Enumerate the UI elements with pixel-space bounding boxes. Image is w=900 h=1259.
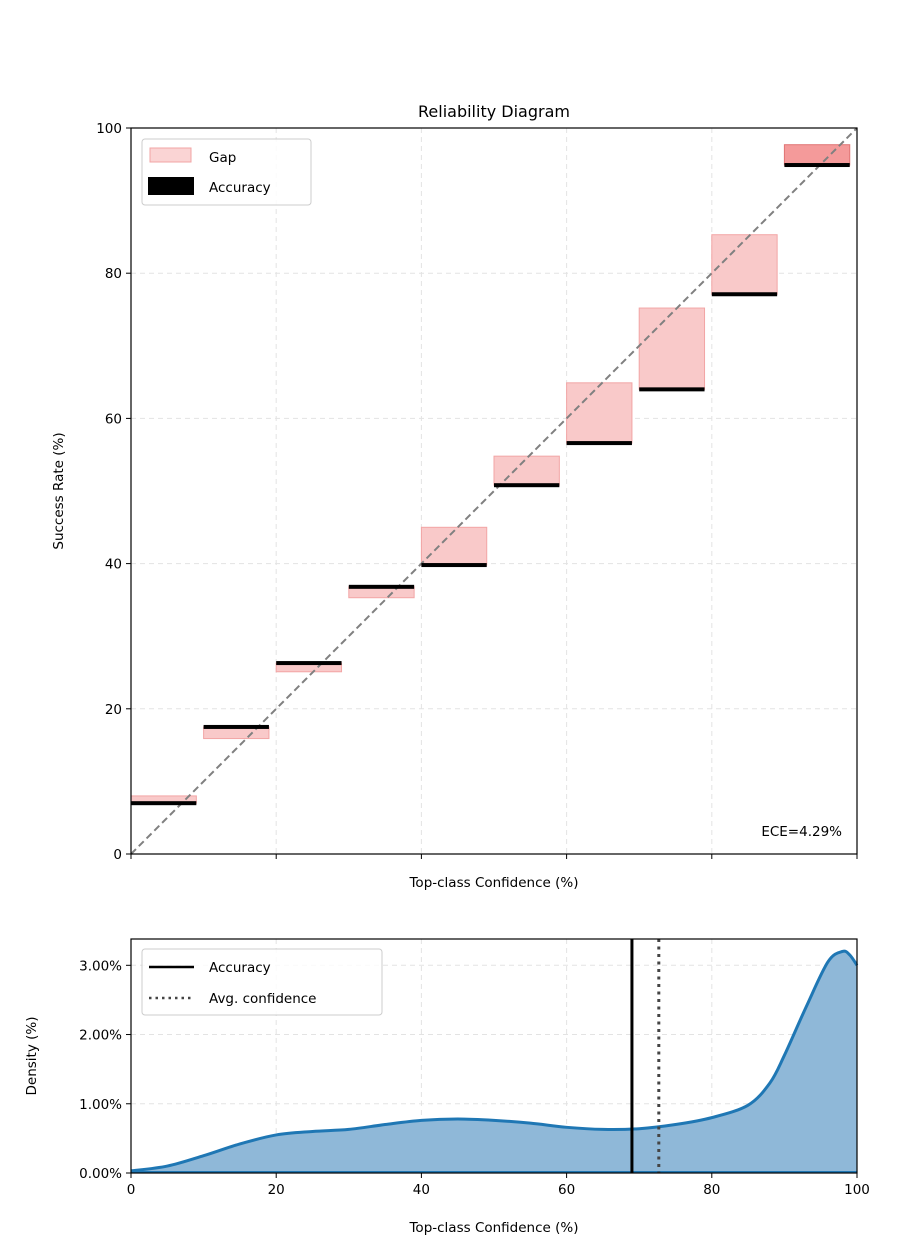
accuracy-bar	[203, 724, 269, 729]
x-tick-label: 40	[413, 1182, 430, 1198]
gap-bar	[566, 382, 633, 444]
x-tick-label: 80	[703, 1182, 720, 1198]
legend-gap-swatch	[149, 147, 192, 163]
gap-bar	[783, 144, 851, 166]
gap-bar	[711, 234, 778, 295]
y-tick-label: 3.00%	[79, 958, 122, 974]
accuracy-bar	[639, 387, 705, 392]
y-tick-label: 0	[113, 847, 122, 863]
accuracy-bar	[784, 163, 850, 168]
bottom-x-axis-label: Top-class Confidence (%)	[408, 1220, 578, 1236]
ece-annotation: ECE=4.29%	[761, 824, 842, 840]
axes-frame	[130, 127, 858, 855]
density-axes: 0.00% 1.00% 2.00% 3.00% 0 20 40 60 80 100	[79, 938, 870, 1198]
accuracy-bar	[566, 441, 632, 446]
y-tick-label: 1.00%	[79, 1097, 122, 1113]
top-legend: Gap Accuracy	[141, 138, 312, 206]
x-tick-label: 20	[268, 1182, 285, 1198]
top-y-axis-label: Success Rate (%)	[51, 432, 67, 549]
x-tick-label: 60	[558, 1182, 575, 1198]
gap-bar	[493, 455, 560, 486]
legend-accuracy-label: Accuracy	[209, 180, 271, 196]
accuracy-bar	[711, 292, 778, 297]
bottom-y-axis-label: Density (%)	[24, 1017, 40, 1096]
y-tick-label: 80	[105, 266, 122, 282]
reliability-axes: 0 20 40 60 80 100	[96, 121, 858, 863]
y-tick-label: 100	[96, 121, 122, 137]
accuracy-bar	[131, 801, 197, 806]
top-chart-title: Reliability Diagram	[418, 102, 570, 121]
top-x-axis-label: Top-class Confidence (%)	[408, 875, 578, 891]
x-tick-label: 100	[844, 1182, 870, 1198]
y-tick-label: 0.00%	[79, 1166, 122, 1182]
legend-accuracy-swatch	[148, 177, 194, 195]
accuracy-bar	[348, 584, 415, 589]
gap-bar	[638, 307, 706, 390]
axes-frame	[130, 938, 858, 1174]
y-tick-label: 60	[105, 411, 122, 427]
legend-avg-confidence-label: Avg. confidence	[209, 991, 317, 1007]
y-tick-label: 2.00%	[79, 1028, 122, 1044]
density-area	[131, 951, 857, 1173]
perfect-calibration-line	[130, 127, 858, 855]
legend-accuracy-label-bottom: Accuracy	[209, 960, 271, 976]
gap-bar	[420, 526, 488, 566]
x-tick-label: 0	[127, 1182, 136, 1198]
accuracy-bar	[276, 661, 342, 666]
bottom-legend: Accuracy Avg. confidence	[141, 948, 383, 1016]
y-tick-label: 40	[105, 557, 122, 573]
legend-gap-label: Gap	[209, 150, 236, 166]
density-line	[130, 949, 859, 1173]
accuracy-bar	[494, 483, 560, 488]
accuracy-bar	[421, 563, 487, 568]
y-tick-label: 20	[105, 702, 122, 718]
